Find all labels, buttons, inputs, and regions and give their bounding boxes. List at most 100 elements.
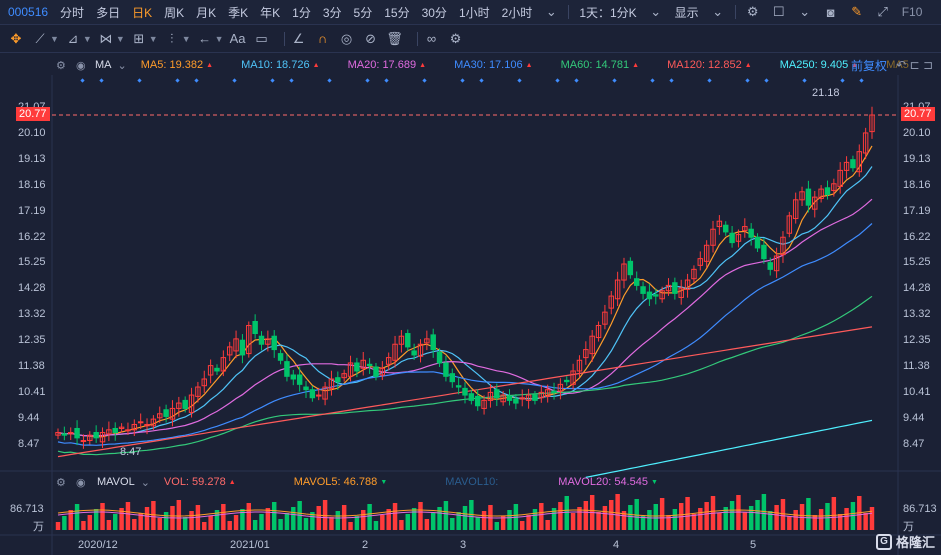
signal-marker xyxy=(175,78,180,83)
period-tab[interactable]: 多日 xyxy=(96,5,121,20)
ma250-value: MA250: 9.405 ▲ xyxy=(779,59,859,71)
line-tool-icon[interactable]: ⟋ xyxy=(35,30,45,46)
chevron-down-icon[interactable]: ⌄ xyxy=(117,59,127,72)
ma-line-ma60 xyxy=(57,295,873,456)
candle-body xyxy=(716,220,723,228)
trash-icon[interactable]: 🗑 xyxy=(386,30,403,46)
link-icon[interactable]: ∞ xyxy=(426,31,437,46)
period-tab[interactable]: 30分 xyxy=(421,5,447,20)
divider xyxy=(283,31,285,46)
chevron-down-icon[interactable]: ▼ xyxy=(181,33,191,44)
candle-body xyxy=(646,291,653,300)
crosshair-move-icon[interactable]: ✥ xyxy=(10,30,22,46)
period-tab[interactable]: 月K xyxy=(196,5,217,20)
volume-bar xyxy=(386,509,391,530)
mavol-label[interactable]: MAVOL xyxy=(97,476,135,488)
pencil-icon[interactable]: ✎ xyxy=(851,4,863,19)
chevron-down-icon[interactable]: ⌄ xyxy=(650,4,662,19)
candle-body xyxy=(684,279,691,290)
volume-bar xyxy=(450,518,455,530)
interval-dropdown[interactable]: 1天：1分K xyxy=(579,5,637,20)
top-toolbar: 000516 分时 多日 日K 周K 月K 季K 年K 1分 3分 5分 15分… xyxy=(0,0,941,25)
volume-axis-top: 86.713 xyxy=(903,503,937,515)
comment-tool-icon[interactable]: ▭ xyxy=(255,30,268,46)
price-chart[interactable] xyxy=(0,75,941,555)
chevron-down-icon[interactable]: ▼ xyxy=(214,33,224,44)
date-label: 3 xyxy=(460,539,467,551)
eraser-icon[interactable]: ∠ xyxy=(292,30,305,46)
volume-bar xyxy=(157,518,162,530)
display-dropdown[interactable]: 显示 xyxy=(674,5,699,20)
candle-body xyxy=(99,431,106,443)
volume-bar xyxy=(583,501,589,530)
volume-bar xyxy=(208,516,213,530)
volume-bar xyxy=(367,504,372,530)
signal-marker xyxy=(80,78,85,83)
candle-body xyxy=(474,395,481,407)
candle-body xyxy=(214,367,220,372)
chevron-down-icon[interactable]: ▼ xyxy=(50,33,59,44)
ma-line-ma20 xyxy=(57,198,873,437)
candle-body xyxy=(360,359,366,369)
checkbox-icon[interactable]: ☐ xyxy=(772,4,785,19)
price-tick-label: 10.41 xyxy=(903,385,931,398)
hide-icon[interactable]: ⊘ xyxy=(365,30,376,46)
f10-button[interactable]: F10 xyxy=(901,5,923,19)
text-tool-icon[interactable]: Aa xyxy=(229,31,246,46)
chevron-down-icon[interactable]: ⌄ xyxy=(545,4,557,19)
up-arrow-icon: ▲ xyxy=(206,62,214,69)
down-arrow-icon: ▼ xyxy=(380,479,388,486)
chevron-down-icon[interactable]: ▼ xyxy=(82,33,92,44)
period-tab[interactable]: 5分 xyxy=(353,5,373,20)
period-tab[interactable]: 1分 xyxy=(292,5,311,20)
chevron-down-icon[interactable]: ▼ xyxy=(148,33,158,44)
period-tab[interactable]: 2小时 xyxy=(501,5,533,20)
camera-icon[interactable]: ◙ xyxy=(826,4,835,20)
eye-icon[interactable]: ◎ xyxy=(340,30,353,46)
period-tab[interactable]: 年K xyxy=(260,5,281,20)
ma5-overflow: MA5 xyxy=(886,59,909,71)
settings-gear-icon[interactable]: ⚙ xyxy=(449,30,462,46)
wave-tool-icon[interactable]: ⋈ xyxy=(99,30,113,46)
stock-code[interactable]: 000516 xyxy=(8,5,49,19)
chevron-down-icon[interactable]: ⌄ xyxy=(799,4,811,19)
signal-marker xyxy=(365,78,370,83)
undo-icon[interactable]: ↶ xyxy=(896,58,907,72)
volume-bar xyxy=(653,504,659,530)
volume-bar xyxy=(392,503,398,530)
period-tab[interactable]: 分时 xyxy=(60,5,85,20)
settings-gear-icon[interactable]: ⚙ xyxy=(746,4,759,19)
chevron-down-icon[interactable]: ▼ xyxy=(115,33,125,44)
fib-tool-icon[interactable]: ⊞ xyxy=(133,30,145,46)
candle-body xyxy=(118,426,125,429)
chevron-down-icon[interactable]: ⌄ xyxy=(712,4,724,19)
period-tab[interactable]: 季K xyxy=(228,5,249,20)
up-arrow-icon: ▲ xyxy=(525,62,533,69)
gear-icon[interactable]: ⚙ xyxy=(56,59,66,72)
fullscreen-icon[interactable]: ⤢ xyxy=(877,4,888,19)
collapse-icon[interactable]: ⊏ xyxy=(909,58,920,72)
period-tab[interactable]: 15分 xyxy=(384,5,410,20)
candle-body xyxy=(354,362,360,372)
period-tab-active[interactable]: 日K xyxy=(132,5,153,20)
period-tab[interactable]: 周K xyxy=(164,5,185,20)
volume-bar xyxy=(494,522,500,530)
magnet-icon[interactable]: ∩ xyxy=(317,31,328,46)
gear-icon[interactable]: ⚙ xyxy=(56,476,66,489)
period-tab[interactable]: 1小时 xyxy=(458,5,490,20)
expand-icon[interactable]: ⊐ xyxy=(922,58,933,72)
measure-tool-icon[interactable]: ⫶ xyxy=(170,30,174,46)
eye-icon[interactable]: ◉ xyxy=(76,59,86,72)
period-tab[interactable]: 3分 xyxy=(322,5,342,20)
arrow-tool-icon[interactable]: ← xyxy=(198,31,212,46)
chevron-down-icon[interactable]: ⌄ xyxy=(140,476,150,489)
price-tick-label: 11.38 xyxy=(903,360,930,372)
candle-body xyxy=(773,255,780,272)
eye-icon[interactable]: ◉ xyxy=(76,476,86,489)
channel-tool-icon[interactable]: ⊿ xyxy=(67,30,79,46)
candle-body xyxy=(589,335,595,355)
ma-label[interactable]: MA xyxy=(95,59,112,71)
signal-marker xyxy=(422,78,427,83)
volume-bar xyxy=(189,511,194,530)
adjust-mode-button[interactable]: 前复权 xyxy=(850,59,887,73)
